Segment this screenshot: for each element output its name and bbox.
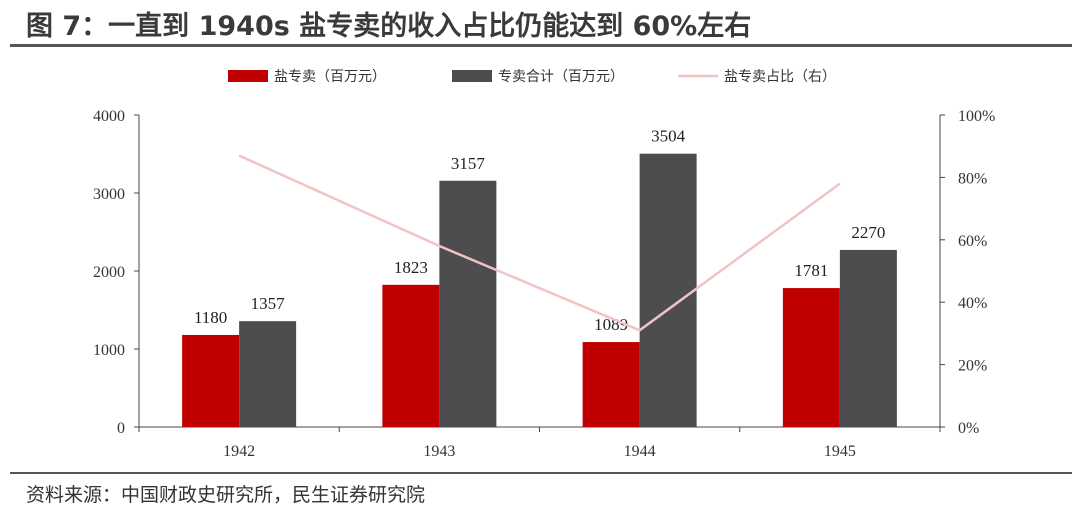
right-axis-tick-label: 0% <box>958 420 979 437</box>
data-label: 1180 <box>194 308 227 327</box>
legend-salt-swatch <box>228 70 268 82</box>
bar-salt <box>382 284 440 427</box>
right-axis-tick-label: 60% <box>958 233 987 250</box>
bar-salt <box>582 342 640 427</box>
x-axis-tick-label: 1944 <box>624 443 656 460</box>
left-axis-tick-label: 0 <box>117 420 125 437</box>
source-note: 资料来源：中国财政史研究所，民生证券研究院 <box>26 484 426 506</box>
data-label: 3157 <box>451 154 486 173</box>
chart-title: 图 7：一直到 1940s 盐专卖的收入占比仍能达到 60%左右 <box>26 11 752 42</box>
source-divider <box>10 472 1072 474</box>
bar-salt <box>182 334 240 427</box>
legend-ratio-label: 盐专卖占比（右） <box>724 69 836 85</box>
data-label: 1823 <box>394 258 428 277</box>
bar-total <box>439 180 497 427</box>
x-axis-tick-label: 1943 <box>423 443 455 460</box>
legend-salt-label: 盐专卖（百万元） <box>274 69 386 85</box>
data-label: 1781 <box>794 261 828 280</box>
legend-total-swatch <box>452 70 492 82</box>
data-label: 2270 <box>851 223 885 242</box>
right-axis-tick-label: 100% <box>958 108 995 125</box>
ratio-line <box>238 154 841 332</box>
data-label: 1357 <box>251 294 286 313</box>
legend-total-label: 专卖合计（百万元） <box>498 69 624 85</box>
data-label: 1089 <box>594 315 628 334</box>
right-axis-tick-label: 40% <box>958 295 987 312</box>
bar-salt <box>782 288 840 427</box>
left-axis-tick-label: 3000 <box>93 186 125 203</box>
right-axis-tick-label: 20% <box>958 358 987 375</box>
left-axis-tick-label: 1000 <box>93 342 125 359</box>
title-divider <box>10 44 1072 47</box>
x-axis-tick-label: 1942 <box>223 443 255 460</box>
data-label: 3504 <box>651 127 686 146</box>
right-axis-tick-label: 80% <box>958 170 987 187</box>
bar-total <box>839 249 897 427</box>
left-axis-tick-label: 4000 <box>93 108 125 125</box>
left-axis-tick-label: 2000 <box>93 264 125 281</box>
x-axis-tick-label: 1945 <box>824 443 856 460</box>
bar-total <box>239 321 297 427</box>
bar-total <box>639 153 697 428</box>
chart-area: 0 1000 2000 3000 4000 0% 20% 40% 60% 80% 100% 1942 1… <box>93 69 995 460</box>
